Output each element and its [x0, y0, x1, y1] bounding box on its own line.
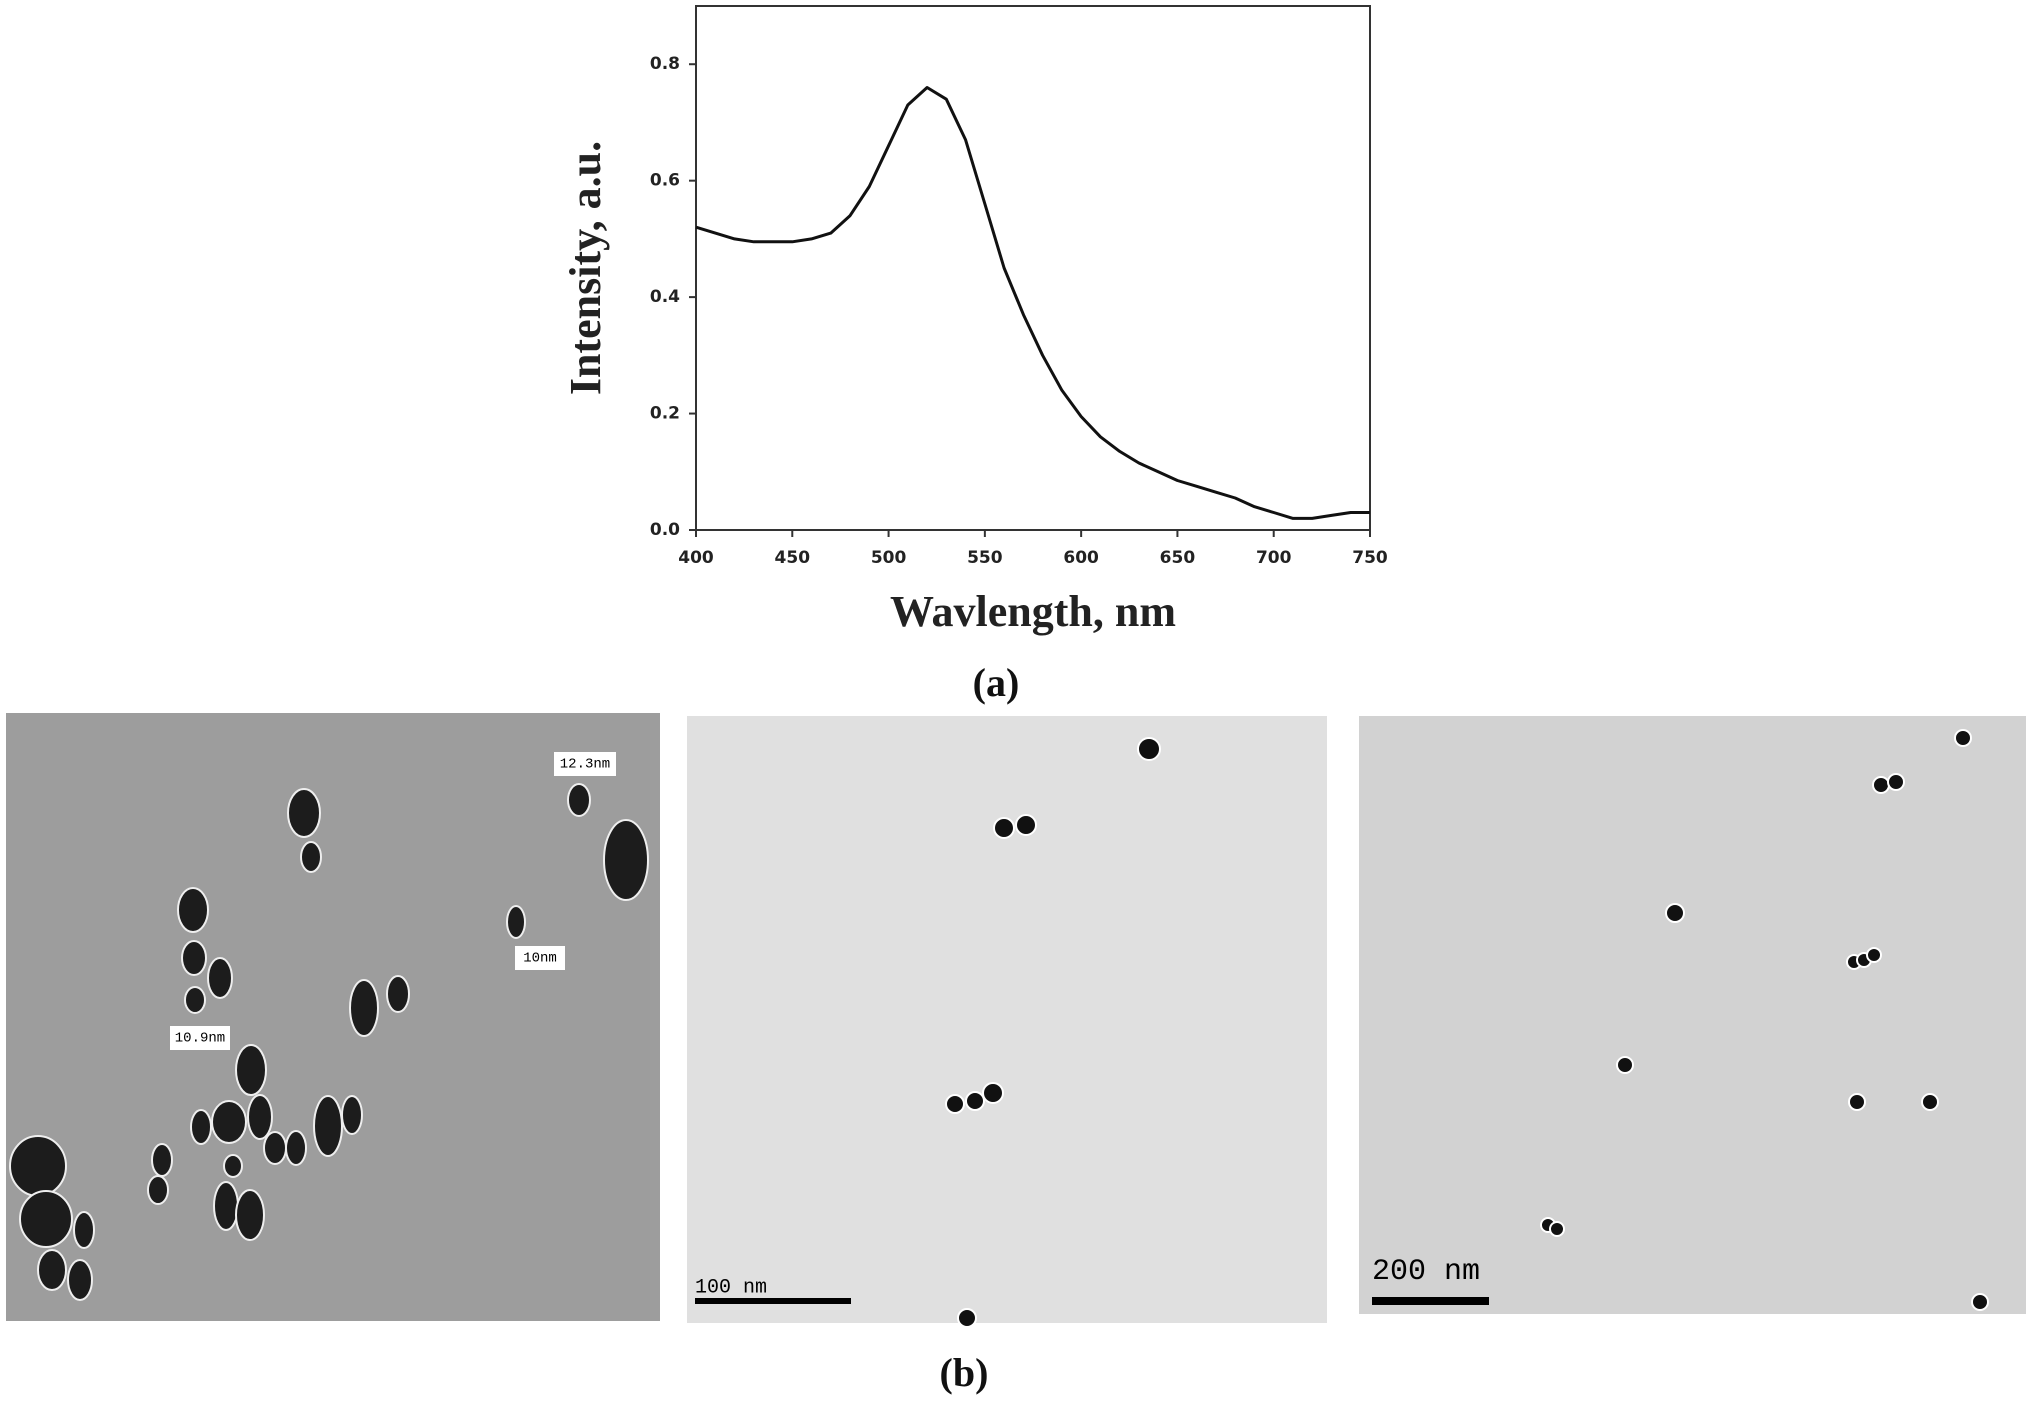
size-label: 12.3nm — [560, 757, 610, 773]
micrograph-3: 200 nm — [1359, 716, 2026, 1314]
caption-a: (a) — [973, 660, 1020, 705]
micrograph-2: 100 nm — [687, 716, 1327, 1328]
y-tick-label: 0.2 — [650, 404, 680, 424]
scale-bar-label: 200 nm — [1372, 1255, 1480, 1289]
caption-b: (b) — [940, 1350, 989, 1395]
x-axis-label: Wavlength, nm — [890, 587, 1176, 636]
x-tick-label: 750 — [1352, 548, 1388, 568]
x-tick-label: 550 — [967, 548, 1003, 568]
x-tick-label: 650 — [1160, 548, 1196, 568]
y-axis-label: Intensity, a.u. — [561, 141, 610, 395]
x-tick-label: 600 — [1063, 548, 1099, 568]
spectrum-line — [695, 86, 1370, 520]
size-label: 10.9nm — [175, 1031, 225, 1047]
micrograph-1: 12.3nm 10nm 10.9nm — [6, 713, 660, 1321]
x-tick-label: 400 — [678, 548, 714, 568]
x-tick-label: 450 — [775, 548, 811, 568]
plot-frame — [695, 5, 1371, 531]
y-tick-label: 0.6 — [650, 171, 680, 191]
y-tick-label: 0.0 — [650, 520, 680, 540]
x-tick-label: 700 — [1256, 548, 1292, 568]
scale-bar-label: 100 nm — [695, 1276, 767, 1299]
size-label: 10nm — [523, 951, 557, 967]
y-tick-label: 0.8 — [650, 54, 680, 74]
y-tick-label: 0.4 — [650, 287, 680, 307]
x-tick-label: 500 — [871, 548, 907, 568]
